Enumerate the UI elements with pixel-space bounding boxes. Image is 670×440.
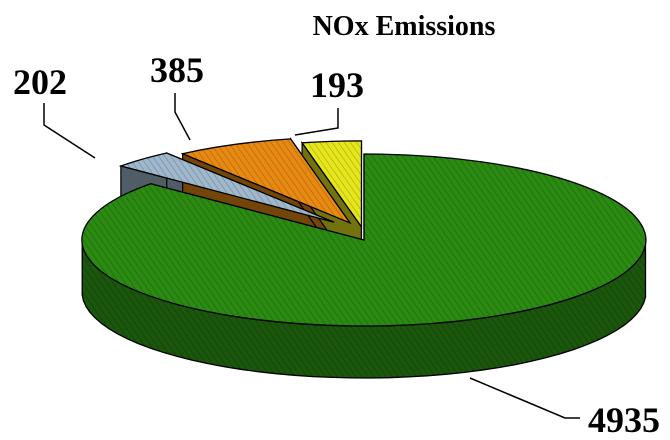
leader-line-4935 <box>469 377 580 419</box>
pie-tops <box>81 138 647 327</box>
data-label-193: 193 <box>310 65 364 105</box>
leader-line-385 <box>174 93 191 141</box>
slice-hatch-202 <box>120 153 335 223</box>
slice-side-hatch-4935 <box>82 242 646 378</box>
leader-line-193 <box>294 108 339 136</box>
data-label-4935: 4935 <box>588 400 660 440</box>
leader-line-202 <box>43 103 96 159</box>
data-label-202: 202 <box>13 62 67 102</box>
chart-title: NOx Emissions <box>313 11 496 42</box>
slice-hatch-193 <box>302 140 362 227</box>
data-label-385: 385 <box>150 50 204 90</box>
slice-hatch-385 <box>182 138 351 223</box>
slice-hatch-4935 <box>81 154 646 326</box>
